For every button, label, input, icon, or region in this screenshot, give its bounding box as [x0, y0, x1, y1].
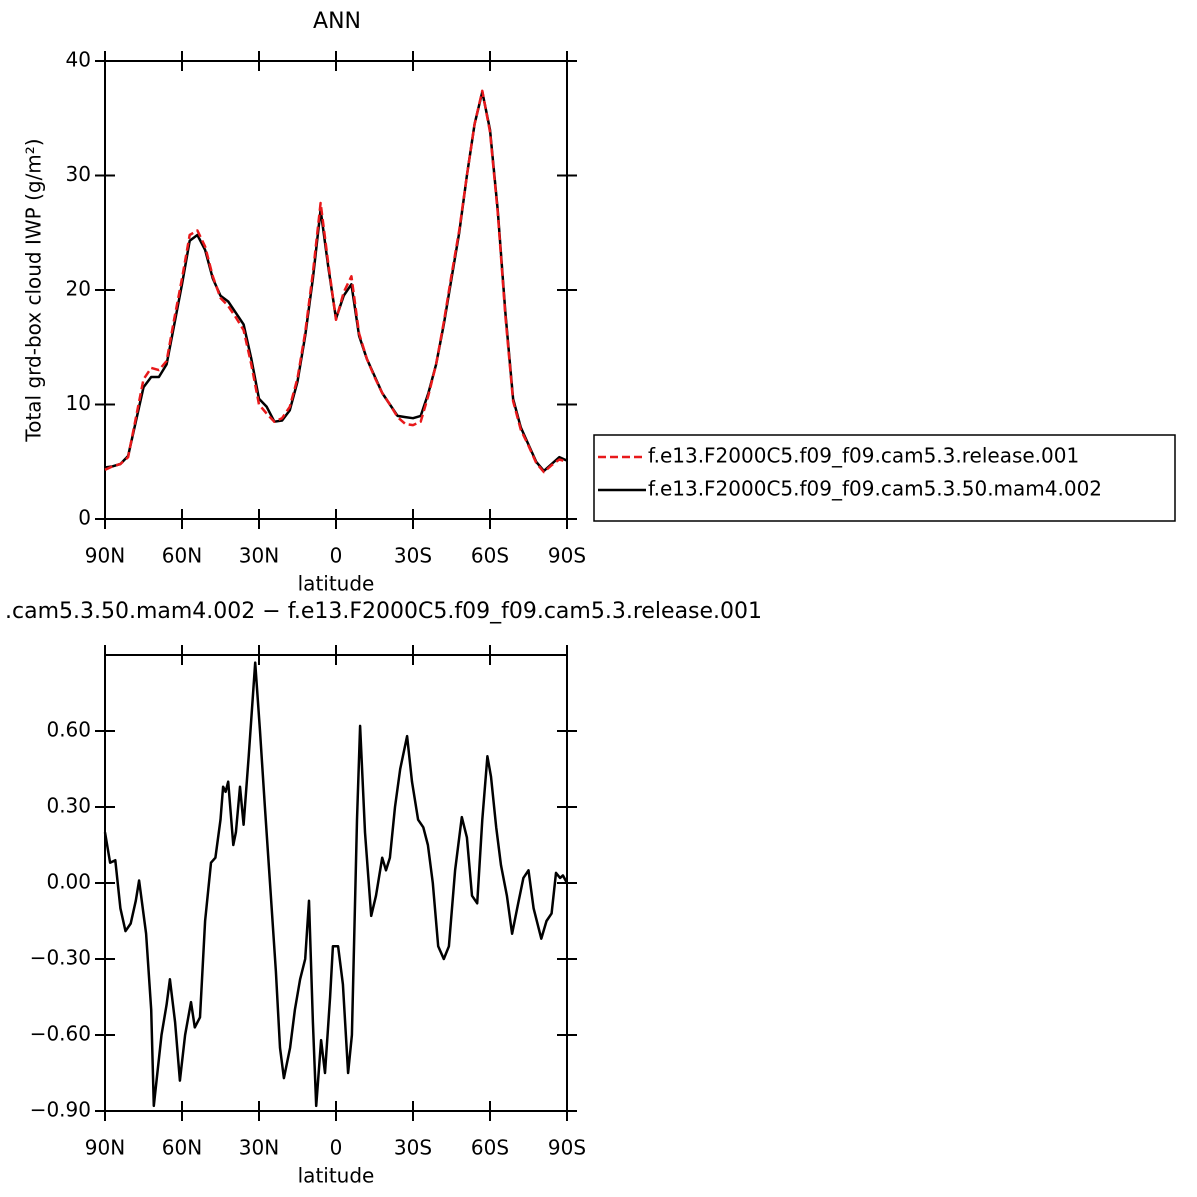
x-tick-label: 30N	[239, 544, 279, 568]
x-tick-label: 30S	[394, 1136, 432, 1160]
chart-title: .cam5.3.50.mam4.002 − f.e13.F2000C5.f09_…	[5, 599, 762, 624]
x-tick-label: 90S	[548, 1136, 586, 1160]
y-tick-label: −0.30	[30, 946, 91, 970]
data-line	[103, 661, 569, 1108]
x-tick-label: 0	[330, 1136, 343, 1160]
x-axis-label: latitude	[298, 1164, 375, 1188]
y-axis-label: Total grd-box cloud IWP (g/m²)	[22, 138, 46, 442]
y-tick-label: 0.30	[46, 794, 91, 818]
legend-label: f.e13.F2000C5.f09_f09.cam5.3.50.mam4.002	[648, 477, 1102, 501]
x-tick-label: 0	[330, 544, 343, 568]
y-tick-label: 0.00	[46, 870, 91, 894]
chart-title: ANN	[313, 9, 361, 34]
x-tick-label: 90N	[85, 1136, 125, 1160]
y-tick-label: 0.60	[46, 718, 91, 742]
y-tick-label: 20	[66, 277, 91, 301]
x-tick-label: 90N	[85, 544, 125, 568]
y-tick-label: −0.60	[30, 1022, 91, 1046]
plot-frame	[104, 654, 568, 1112]
data-line	[104, 90, 568, 473]
x-tick-label: 30N	[239, 1136, 279, 1160]
data-line	[104, 89, 568, 474]
legend-label: f.e13.F2000C5.f09_f09.cam5.3.release.001	[648, 444, 1079, 468]
y-tick-label: 30	[66, 162, 91, 186]
plot-frame	[104, 60, 568, 520]
x-axis-label: latitude	[298, 572, 375, 596]
x-tick-label: 60N	[162, 544, 202, 568]
x-tick-label: 60N	[162, 1136, 202, 1160]
x-tick-label: 60S	[471, 1136, 509, 1160]
legend-box	[593, 434, 1176, 522]
x-tick-label: 90S	[548, 544, 586, 568]
y-tick-label: 10	[66, 391, 91, 415]
y-tick-label: 0	[78, 506, 91, 530]
y-tick-label: −0.90	[30, 1098, 91, 1122]
x-tick-label: 30S	[394, 544, 432, 568]
x-tick-label: 60S	[471, 544, 509, 568]
y-tick-label: 40	[66, 48, 91, 72]
